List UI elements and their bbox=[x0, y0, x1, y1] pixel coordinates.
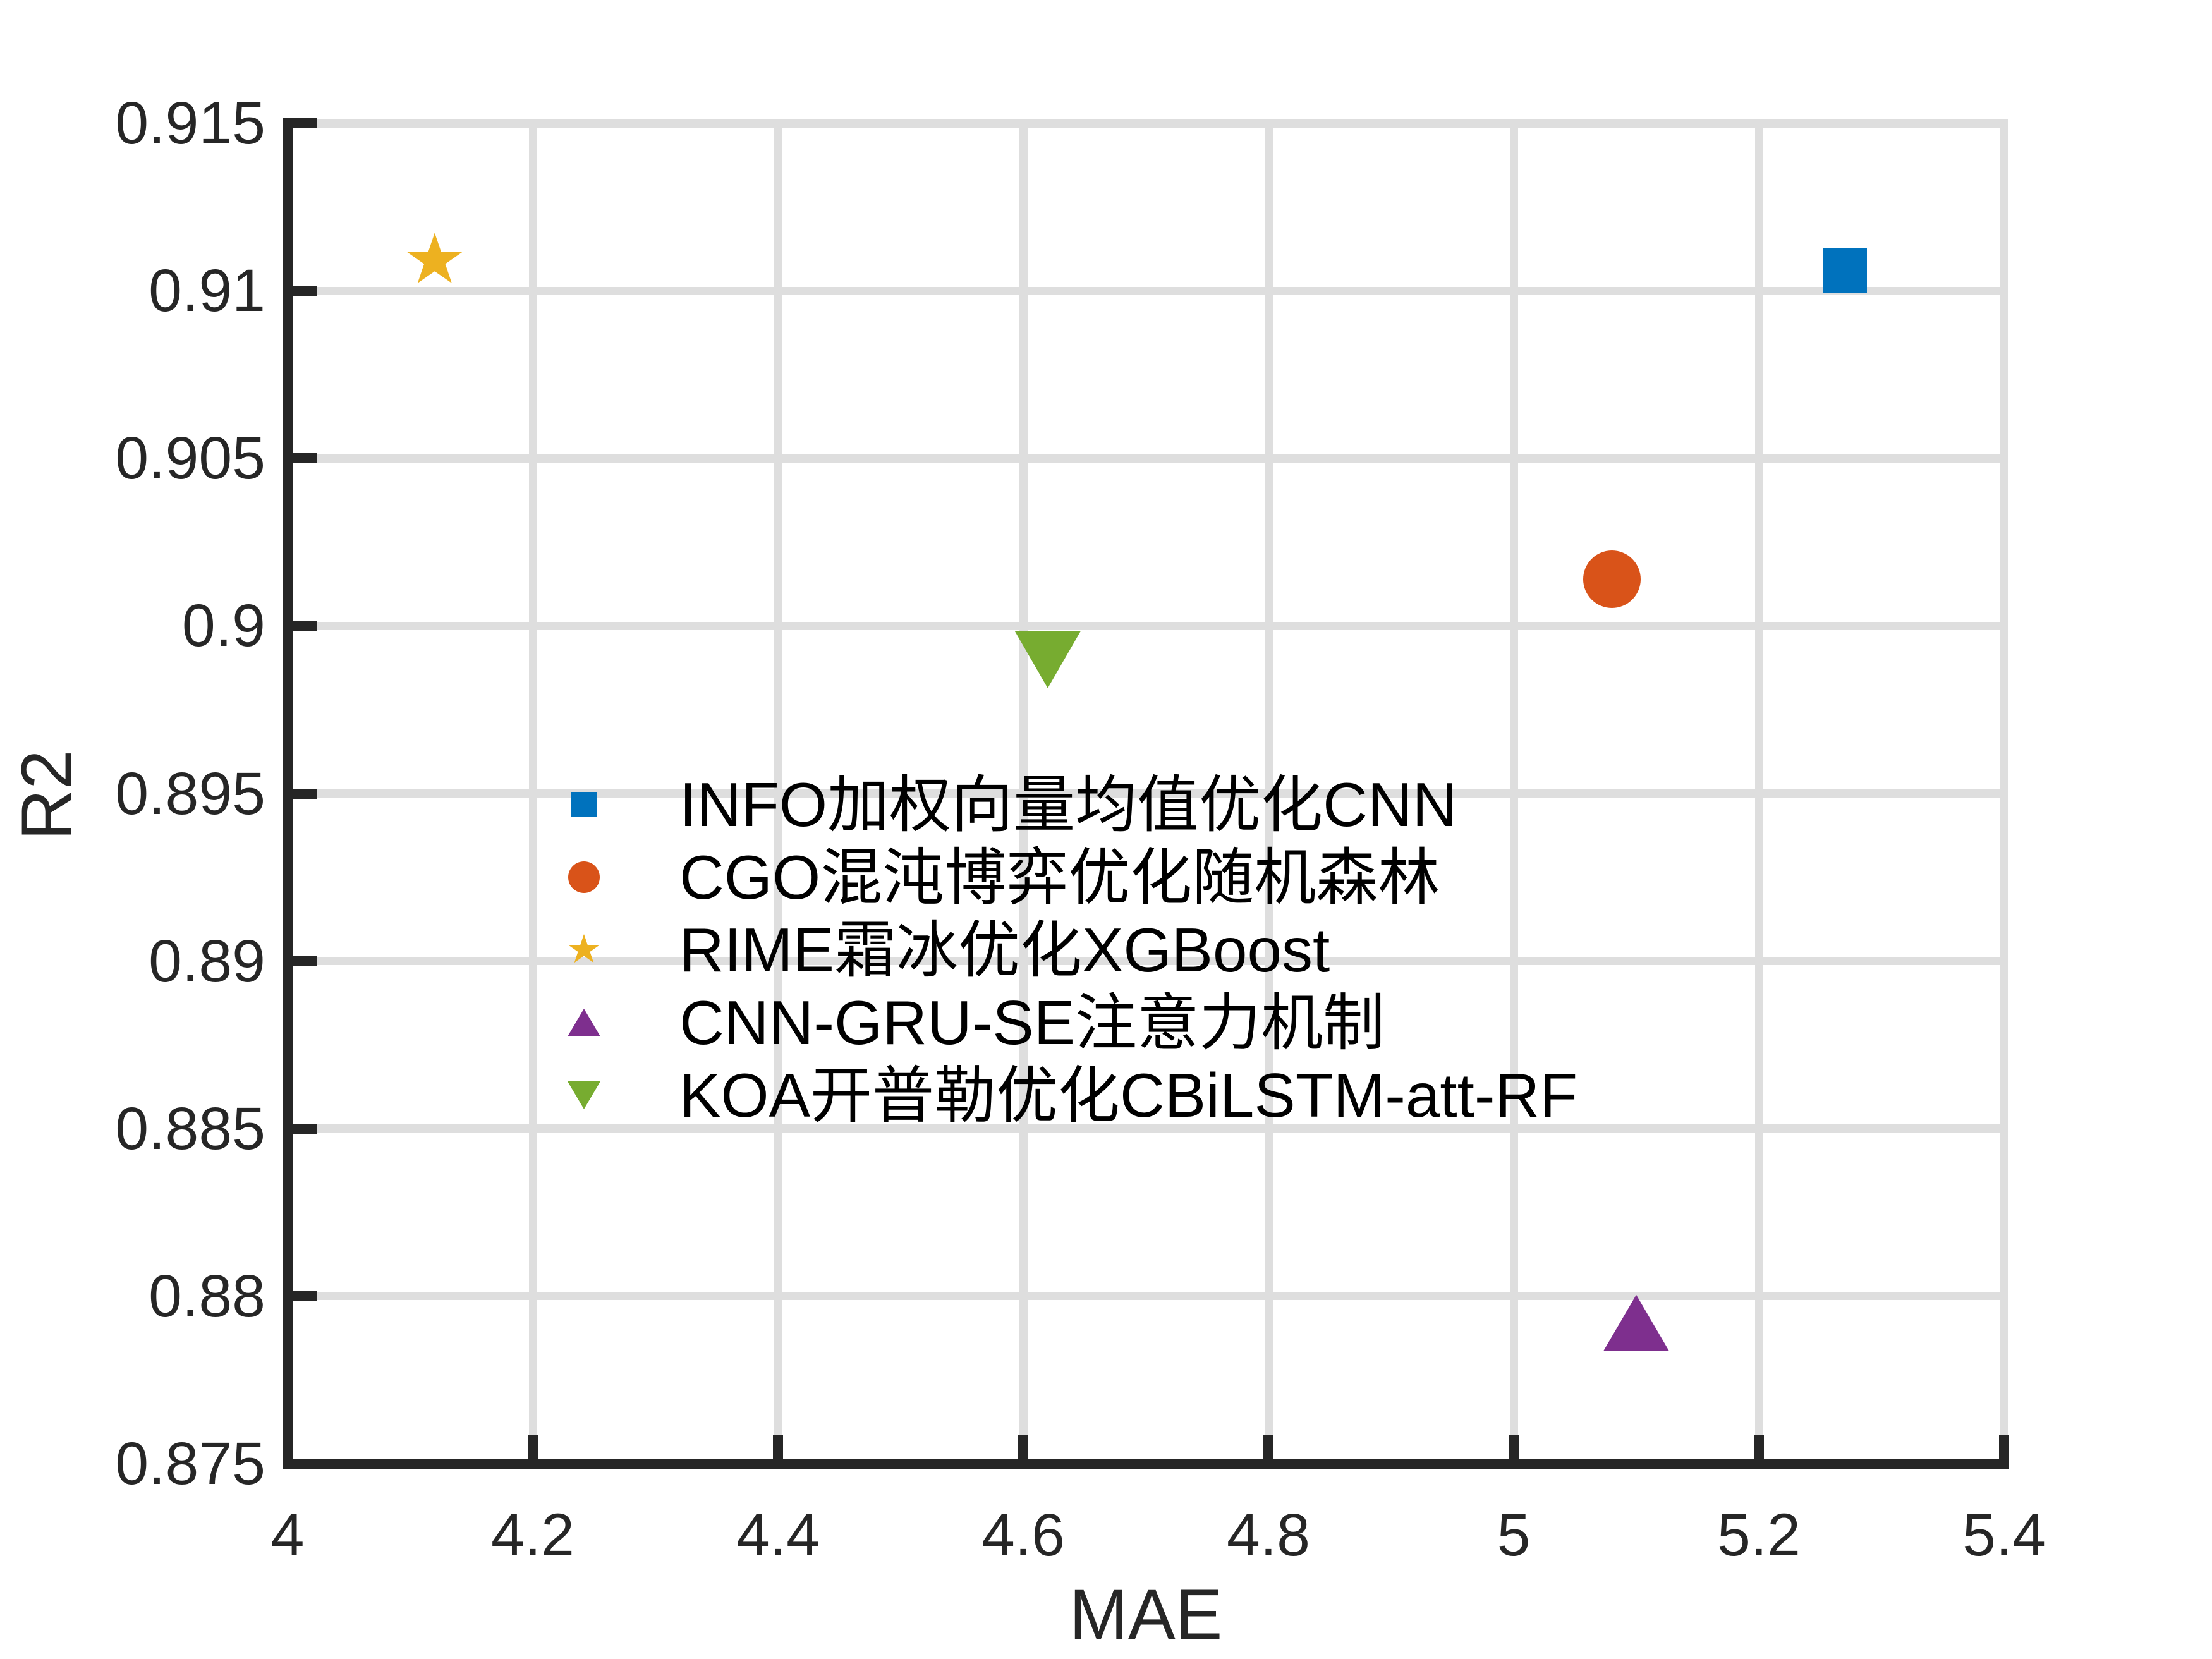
y-tick-label: 0.91 bbox=[149, 257, 265, 325]
y-tick-label: 0.895 bbox=[115, 760, 265, 827]
legend-item-label: RIME霜冰优化XGBoost bbox=[679, 915, 1330, 985]
x-axis-title: MAE bbox=[1069, 1575, 1223, 1654]
x-tick-mark bbox=[773, 1435, 783, 1459]
y-tick-mark bbox=[293, 1291, 317, 1301]
data-point-star bbox=[407, 233, 463, 284]
data-point-triangle-up bbox=[1603, 1294, 1669, 1351]
y-tick-label: 0.905 bbox=[115, 425, 265, 492]
legend-item-label: CNN-GRU-SE注意力机制 bbox=[679, 988, 1385, 1057]
x-tick-label: 4.6 bbox=[981, 1502, 1066, 1569]
horizontal-gridline bbox=[288, 1124, 2008, 1133]
y-tick-label: 0.915 bbox=[115, 90, 265, 157]
y-axis-title: R2 bbox=[7, 750, 86, 841]
y-axis-line bbox=[283, 118, 293, 1469]
y-tick-label: 0.875 bbox=[115, 1430, 265, 1497]
y-tick-mark bbox=[293, 453, 317, 464]
x-tick-label: 5.4 bbox=[1962, 1502, 2046, 1569]
legend-item-label: CGO混沌博弈优化随机森林 bbox=[679, 842, 1440, 912]
y-tick-mark bbox=[293, 286, 317, 296]
legend-marker-triangle-up bbox=[568, 1009, 600, 1036]
y-tick-label: 0.89 bbox=[149, 927, 265, 995]
y-tick-mark bbox=[293, 956, 317, 966]
x-tick-mark bbox=[1263, 1435, 1273, 1459]
horizontal-gridline bbox=[288, 957, 2008, 966]
x-tick-label: 5.2 bbox=[1717, 1502, 1801, 1569]
legend-item-label: INFO加权向量均值优化CNN bbox=[679, 770, 1457, 839]
horizontal-gridline bbox=[288, 286, 2008, 295]
x-tick-mark bbox=[1509, 1435, 1519, 1459]
data-point-square bbox=[1822, 248, 1867, 293]
x-tick-mark bbox=[1754, 1435, 1764, 1459]
y-tick-label: 0.9 bbox=[181, 592, 265, 660]
x-tick-label: 5 bbox=[1497, 1502, 1531, 1569]
horizontal-gridline bbox=[288, 789, 2008, 798]
y-tick-label: 0.88 bbox=[149, 1262, 265, 1330]
x-axis-line bbox=[283, 1459, 2009, 1469]
data-point-circle bbox=[1583, 550, 1641, 608]
legend-marker-circle bbox=[568, 861, 600, 893]
x-tick-label: 4.8 bbox=[1226, 1502, 1311, 1569]
horizontal-gridline bbox=[288, 454, 2008, 463]
y-tick-mark bbox=[293, 788, 317, 799]
horizontal-gridline bbox=[288, 119, 2008, 128]
horizontal-gridline bbox=[288, 621, 2008, 630]
x-tick-mark bbox=[528, 1435, 538, 1459]
horizontal-gridline bbox=[288, 1292, 2008, 1301]
x-tick-mark bbox=[1999, 1435, 2009, 1459]
y-tick-label: 0.885 bbox=[115, 1095, 265, 1162]
y-tick-mark bbox=[293, 1123, 317, 1134]
x-tick-label: 4.4 bbox=[736, 1502, 820, 1569]
y-tick-mark bbox=[293, 118, 317, 128]
x-tick-mark bbox=[1018, 1435, 1028, 1459]
legend-item-label: KOA开普勒优化CBiLSTM-att-RF bbox=[679, 1060, 1578, 1130]
legend-marker-square bbox=[571, 792, 597, 817]
y-tick-mark bbox=[293, 621, 317, 631]
x-tick-label: 4 bbox=[270, 1502, 305, 1569]
legend-marker-triangle-down bbox=[568, 1081, 600, 1109]
y-tick-mark bbox=[293, 1459, 317, 1469]
x-tick-label: 4.2 bbox=[490, 1502, 575, 1569]
x-tick-mark bbox=[283, 1435, 293, 1459]
